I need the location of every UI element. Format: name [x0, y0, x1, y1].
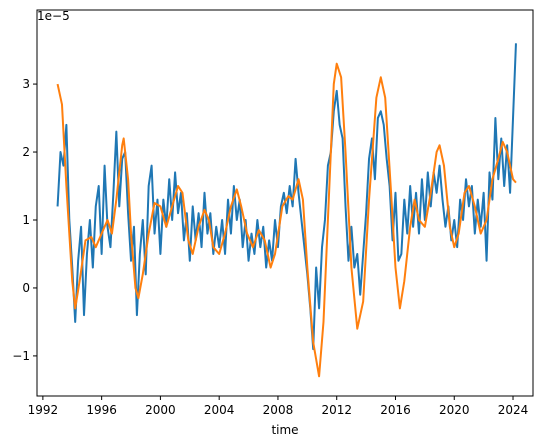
x-axis-label: time — [271, 423, 298, 437]
x-tick-label: 2000 — [145, 403, 176, 417]
x-tick-label: 2020 — [439, 403, 470, 417]
plot-frame — [36, 9, 534, 397]
x-tick-label: 2016 — [380, 403, 411, 417]
y-tick-label: 1 — [22, 213, 30, 227]
y-tick-label: 0 — [22, 281, 30, 295]
y-tick-label: 3 — [22, 77, 30, 91]
series-line — [56, 62, 517, 378]
y-tick-label: −1 — [12, 349, 30, 363]
x-tick-label: 2012 — [321, 403, 352, 417]
offset-text: 1e−5 — [37, 9, 70, 23]
series-line — [56, 43, 517, 351]
x-tick-label: 2008 — [263, 403, 294, 417]
x-tick-label: 1992 — [28, 403, 59, 417]
x-tick-label: 2024 — [498, 403, 529, 417]
x-tick-label: 2004 — [204, 403, 235, 417]
y-tick-label: 2 — [22, 145, 30, 159]
x-tick-label: 1996 — [86, 403, 117, 417]
